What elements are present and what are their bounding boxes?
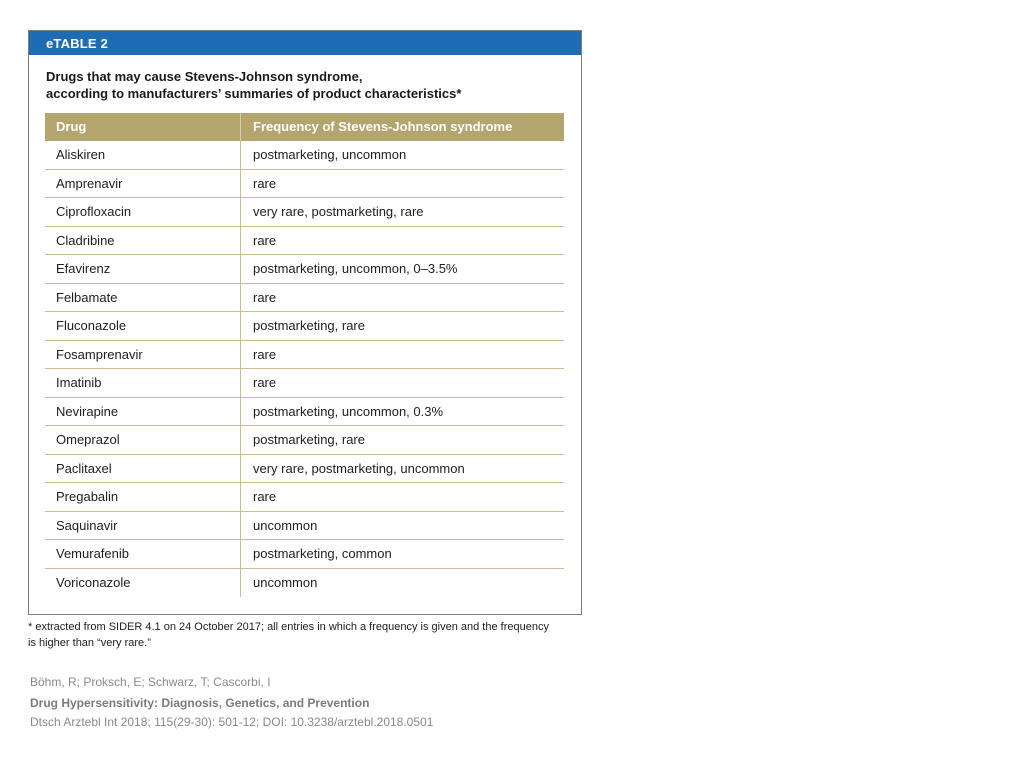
table-figure: eTABLE 2 Drugs that may cause Stevens-Jo… [28,30,582,615]
table-row: Cladribine rare [45,226,564,255]
footnote-line-1: * extracted from SIDER 4.1 on 24 October… [28,621,549,633]
drug-table: Drug Frequency of Stevens-Johnson syndro… [45,113,564,597]
table-row: Efavirenz postmarketing, uncommon, 0–3.5% [45,255,564,284]
drug-cell: Pregabalin [45,483,241,511]
frequency-cell: postmarketing, common [253,546,392,562]
table-row: Saquinavir uncommon [45,511,564,540]
drug-cell: Fosamprenavir [45,340,241,368]
drug-cell: Imatinib [45,369,241,397]
table-header-row: Drug Frequency of Stevens-Johnson syndro… [45,113,564,141]
frequency-cell: uncommon [253,517,318,533]
drug-cell: Vemurafenib [45,540,241,568]
citation-title: Drug Hypersensitivity: Diagnosis, Geneti… [30,696,370,710]
frequency-cell: uncommon [253,575,318,591]
table-body: Aliskiren postmarketing, uncommon Amprenav… [45,141,564,597]
frequency-cell: postmarketing, uncommon [253,147,407,163]
drug-cell: Ciprofloxacin [45,198,241,226]
frequency-cell: rare [253,346,277,362]
drug-cell: Felbamate [45,283,241,311]
table-row: Amprenavir rare [45,169,564,198]
drug-cell: Omeprazol [45,426,241,454]
frequency-cell: rare [253,175,277,191]
drug-cell: Paclitaxel [45,454,241,482]
frequency-cell: rare [253,375,277,391]
frequency-cell: postmarketing, rare [253,318,365,334]
table-title-line-1: Drugs that may cause Stevens-Johnson syn… [46,69,363,84]
drug-cell: Nevirapine [45,397,241,425]
frequency-cell: very rare, postmarketing, uncommon [253,460,465,476]
drug-cell: Fluconazole [45,312,241,340]
table-row: Paclitaxel very rare, postmarketing, unco… [45,454,564,483]
footnote-line-2: is higher than “very rare.” [28,637,151,649]
column-header-drug: Drug [45,113,241,141]
table-row: Fluconazole postmarketing, rare [45,312,564,341]
drug-cell: Efavirenz [45,255,241,283]
table-row: Imatinib rare [45,369,564,398]
table-row: Aliskiren postmarketing, uncommon [45,141,564,170]
drug-cell: Voriconazole [45,568,241,597]
column-header-frequency: Frequency of Stevens-Johnson syndrome [253,119,513,134]
frequency-cell: rare [253,289,277,305]
frequency-cell: very rare, postmarketing, rare [253,204,424,220]
table-row: Voriconazole uncommon [45,568,564,597]
table-footnote: * extracted from SIDER 4.1 on 24 October… [28,619,549,651]
frequency-cell: rare [253,232,277,248]
table-row: Fosamprenavir rare [45,340,564,369]
drug-cell: Cladribine [45,226,241,254]
table-row: Vemurafenib postmarketing, common [45,540,564,569]
table-title: Drugs that may cause Stevens-Johnson syn… [46,68,461,102]
frequency-cell: rare [253,489,277,505]
frequency-cell: postmarketing, rare [253,432,365,448]
drug-cell: Aliskiren [45,141,241,169]
citation-source: Dtsch Arztebl Int 2018; 115(29-30): 501-… [30,715,434,729]
table-label-bar: eTABLE 2 [29,31,581,55]
citation-authors: Böhm, R; Proksch, E; Schwarz, T; Cascorb… [30,675,271,689]
table-title-line-2: according to manufacturers’ summaries of… [46,86,462,101]
frequency-cell: postmarketing, uncommon, 0–3.5% [253,261,458,277]
drug-cell: Saquinavir [45,511,241,539]
table-row: Pregabalin rare [45,483,564,512]
table-label: eTABLE 2 [46,36,109,51]
drug-cell: Amprenavir [45,169,241,197]
table-row: Nevirapine postmarketing, uncommon, 0.3% [45,397,564,426]
table-row: Ciprofloxacin very rare, postmarketing, r… [45,198,564,227]
table-row: Omeprazol postmarketing, rare [45,426,564,455]
frequency-cell: postmarketing, uncommon, 0.3% [253,403,444,419]
table-row: Felbamate rare [45,283,564,312]
